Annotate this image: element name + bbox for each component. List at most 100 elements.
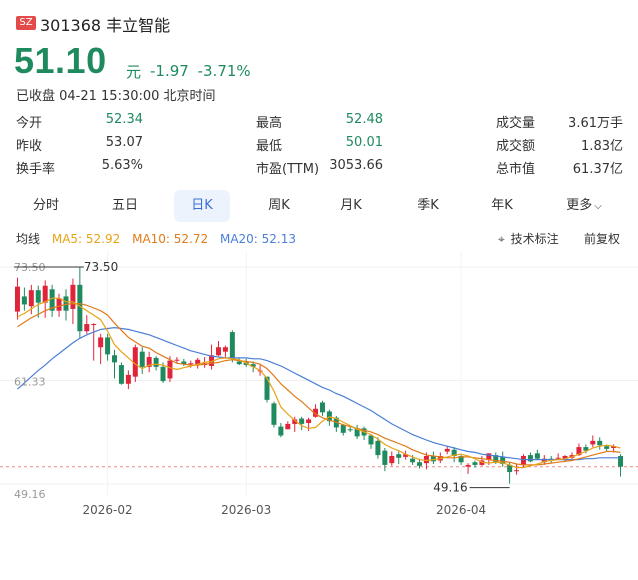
candle-body bbox=[534, 453, 540, 459]
candle-body bbox=[396, 454, 402, 458]
candle-body bbox=[604, 446, 610, 449]
tab-4[interactable]: 月K bbox=[323, 190, 379, 222]
price-unit: 元 bbox=[126, 63, 142, 81]
tab-5[interactable]: 季K bbox=[400, 190, 456, 222]
candle-body bbox=[132, 347, 138, 377]
ma20-line bbox=[17, 326, 621, 461]
candle-body bbox=[236, 361, 242, 365]
candle-body bbox=[174, 359, 180, 361]
tab-7[interactable]: 更多 ⌵ bbox=[556, 190, 612, 222]
tab-3[interactable]: 周K bbox=[251, 190, 307, 222]
candle-body bbox=[514, 470, 520, 472]
candle-body bbox=[486, 453, 492, 460]
stat-value: 53.07 bbox=[105, 135, 143, 150]
stat-label: 总市值 bbox=[496, 162, 536, 177]
candle-body bbox=[382, 450, 388, 465]
candle-body bbox=[611, 446, 617, 448]
tab-2[interactable]: 日K bbox=[174, 190, 230, 222]
candle-body bbox=[368, 435, 374, 445]
candle-body bbox=[125, 374, 131, 384]
stat-label: 市盈(TTM) bbox=[256, 162, 320, 177]
y-tick-label: 61.33 bbox=[14, 376, 46, 389]
candle-body bbox=[209, 355, 215, 366]
stat-value: 52.34 bbox=[105, 112, 143, 127]
candle-body bbox=[98, 337, 104, 348]
x-tick-label: 2026-02 bbox=[83, 503, 133, 517]
candle-body bbox=[229, 332, 235, 358]
x-tick-label: 2026-04 bbox=[436, 503, 486, 517]
tab-label: 月K bbox=[340, 198, 362, 213]
candle-body bbox=[167, 360, 173, 379]
candle-body bbox=[160, 366, 166, 382]
candle-body bbox=[500, 456, 506, 465]
change-percent: -3.71% bbox=[197, 62, 251, 80]
candle-body bbox=[105, 337, 111, 355]
candle-body bbox=[465, 464, 471, 467]
candle-body bbox=[520, 456, 526, 465]
adjust-button[interactable]: 前复权 bbox=[584, 232, 621, 246]
candle-body bbox=[340, 424, 346, 433]
candle-body bbox=[410, 458, 416, 463]
candle-body bbox=[451, 449, 457, 457]
candle-body bbox=[264, 376, 270, 400]
candle-body bbox=[507, 464, 513, 473]
y-tick-label: 49.16 bbox=[14, 488, 46, 501]
ma-legend: 均线 MA5: 52.92 MA10: 52.72 MA20: 52.13 bbox=[16, 230, 296, 247]
candle-body bbox=[153, 357, 159, 367]
candle-body bbox=[84, 324, 90, 332]
candle-body bbox=[188, 363, 194, 365]
candle-body bbox=[278, 426, 284, 436]
tab-0[interactable]: 分时 bbox=[18, 190, 74, 222]
stat-label: 昨收 bbox=[16, 139, 43, 154]
stat-value: 50.01 bbox=[345, 135, 383, 150]
candle-body bbox=[118, 365, 124, 384]
candle-body bbox=[112, 355, 118, 363]
tab-label: 更多 bbox=[566, 198, 593, 213]
tab-label: 日K bbox=[191, 198, 213, 213]
tab-1[interactable]: 五日 bbox=[97, 190, 153, 222]
candle-body bbox=[42, 285, 48, 303]
candle-body bbox=[541, 458, 547, 463]
x-tick-label: 2026-03 bbox=[221, 503, 271, 517]
candle-body bbox=[292, 419, 298, 424]
change-amount: -1.97 bbox=[150, 62, 189, 80]
candle-body bbox=[555, 457, 561, 459]
candle-body bbox=[195, 359, 201, 366]
candle-body bbox=[250, 364, 256, 367]
candle-body bbox=[403, 454, 409, 457]
indicator-label: 技术标注 bbox=[510, 232, 559, 246]
tab-label: 分时 bbox=[32, 198, 59, 213]
candle-body bbox=[458, 456, 464, 463]
candle-body bbox=[576, 447, 582, 456]
ma5-line bbox=[17, 297, 621, 469]
chevron-down-icon: ⌵ bbox=[594, 201, 602, 212]
candle-body bbox=[527, 455, 533, 462]
candle-body bbox=[306, 419, 312, 424]
candle-body bbox=[146, 357, 152, 367]
candle-body bbox=[91, 324, 97, 326]
candle-body bbox=[597, 440, 603, 446]
candle-body bbox=[35, 290, 41, 303]
stat-label: 今开 bbox=[16, 116, 43, 131]
candle-body bbox=[77, 284, 83, 332]
tab-6[interactable]: 年K bbox=[474, 190, 530, 222]
ma5-legend: MA5: 52.92 bbox=[51, 232, 121, 246]
candle-body bbox=[389, 456, 395, 464]
candle-body bbox=[70, 284, 76, 309]
stat-value: 1.83亿 bbox=[581, 139, 623, 154]
indicator-button[interactable]: ⌖ 技术标注 bbox=[498, 230, 559, 247]
candle-body bbox=[354, 428, 360, 437]
candle-body bbox=[562, 456, 568, 459]
ma-legend-label[interactable]: 均线 bbox=[16, 232, 41, 246]
period-tabs: 分时 五日 日K 周K 月K 季K 年K 更多 ⌵ bbox=[0, 190, 638, 222]
candle-body bbox=[14, 286, 20, 312]
candle-body bbox=[417, 462, 423, 466]
candle-body bbox=[319, 402, 325, 413]
tab-label: 年K bbox=[491, 198, 513, 213]
current-price: 51.10 bbox=[14, 40, 107, 81]
price-change: -1.97 -3.71% bbox=[150, 62, 251, 80]
candle-body bbox=[299, 418, 305, 424]
candle-body bbox=[583, 447, 589, 451]
stat-label: 最高 bbox=[256, 116, 283, 131]
